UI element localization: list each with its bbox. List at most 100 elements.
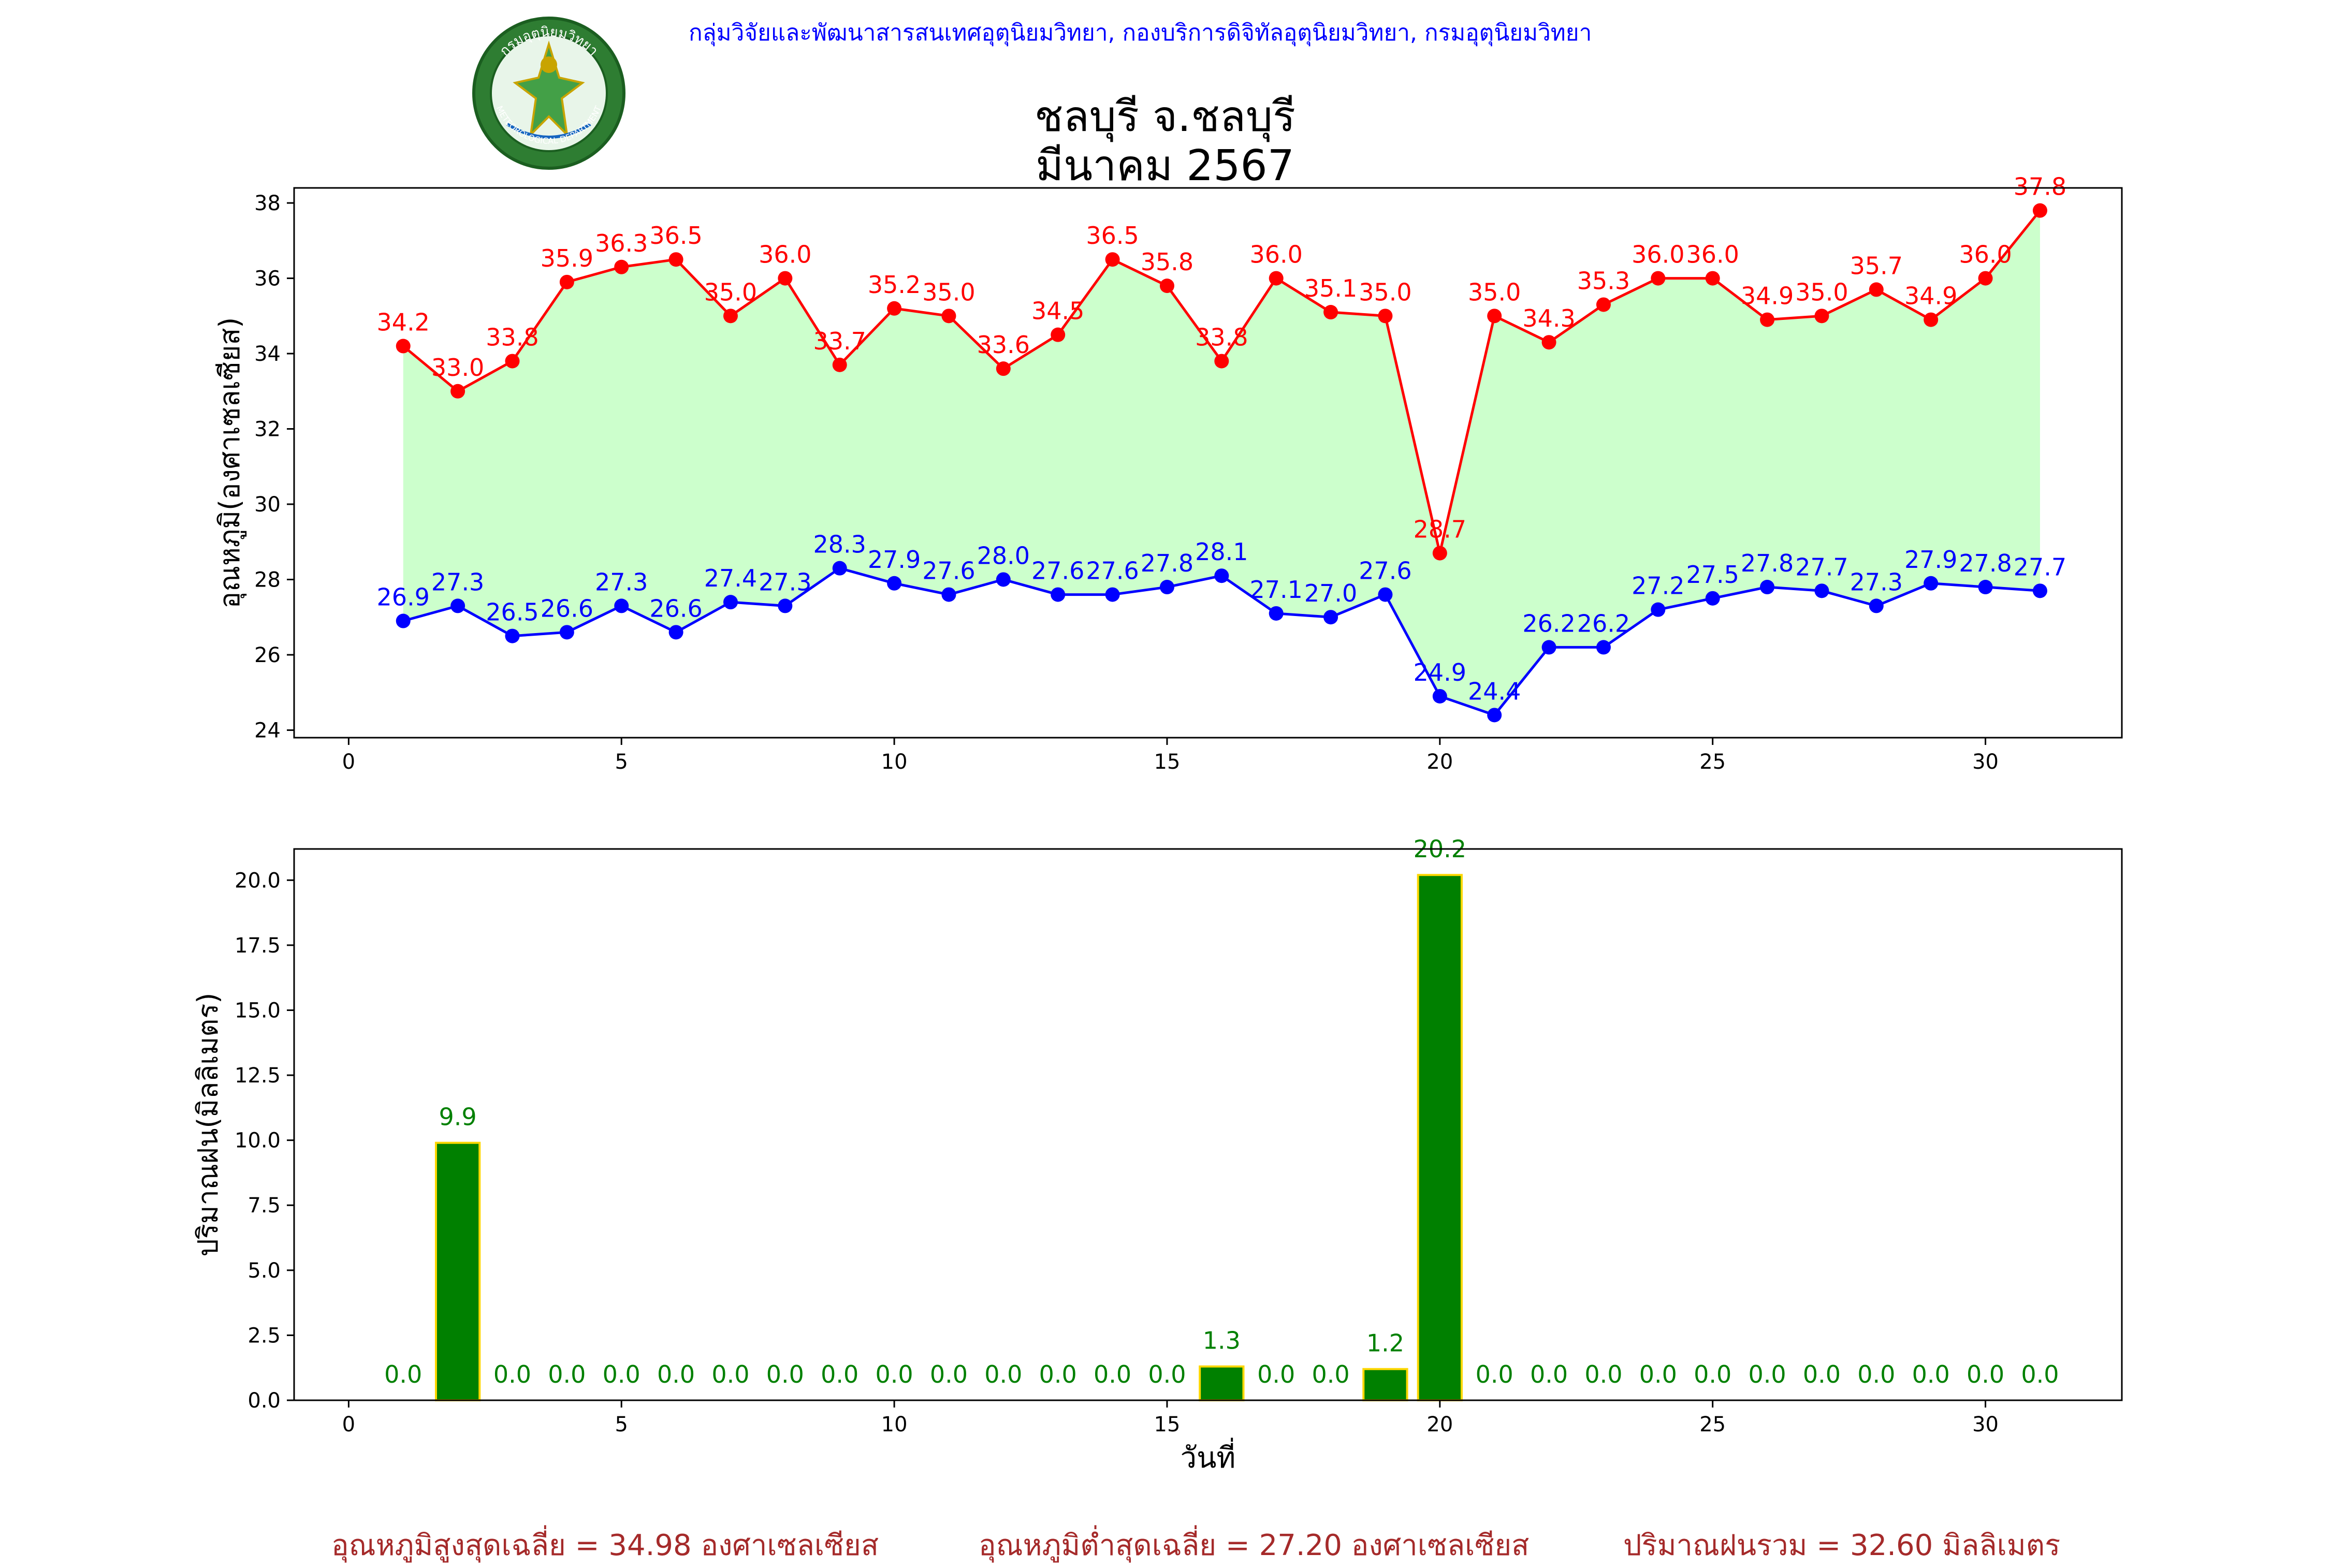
rainfall-plot-frame <box>293 848 2123 1401</box>
min-temp-point <box>1051 587 1066 602</box>
rainfall-chart: 0.0 9.9 0.0 0.0 0.0 0.0 0.0 0.0 0.0 0.0 0.0 0.0 0.0 0… <box>192 835 2123 1475</box>
x-tick-label: 5 <box>615 750 628 774</box>
min-temp-label: 27.3 <box>595 568 648 596</box>
min-temp-point <box>1978 580 1993 595</box>
x-tick-label: 20 <box>1426 750 1453 774</box>
min-temp-point <box>1105 587 1120 602</box>
min-temp-point <box>996 572 1011 587</box>
temperature-plot-frame <box>293 187 2123 739</box>
max-temp-point <box>396 339 411 354</box>
max-temp-point <box>1596 297 1611 312</box>
x-tick-label: 25 <box>1699 750 1726 774</box>
min-temp-point <box>1378 587 1393 602</box>
min-temp-label: 27.4 <box>704 564 757 592</box>
chart-title-station: ชลบุรี จ.ชลบุรี <box>1034 92 1296 141</box>
min-temp-label: 26.5 <box>486 598 538 626</box>
max-temp-label: 33.8 <box>486 324 538 351</box>
max-temp-point <box>1869 282 1884 297</box>
max-temp-label: 33.8 <box>1195 324 1248 351</box>
rainfall-axis-label: ปริมาณฝน(มิลลิเมตร) <box>192 993 224 1257</box>
min-temp-label: 27.1 <box>1250 576 1303 604</box>
max-temp-label: 35.0 <box>704 278 757 306</box>
y-tick-label: 12.5 <box>235 1064 281 1088</box>
y-tick-label: 15.0 <box>235 999 281 1022</box>
meteorological-department-logo: กรมอุตุนิยมวิทยา METEOROLOGICAL DEPARTME… <box>472 17 625 170</box>
max-temp-label: 35.0 <box>1359 278 1411 306</box>
max-temp-point <box>1760 312 1775 327</box>
rain-label: 0.0 <box>548 1360 586 1388</box>
min-temp-point <box>505 628 520 643</box>
rain-bar <box>1417 874 1463 1401</box>
max-temp-label: 34.3 <box>1522 304 1575 332</box>
min-temp-label: 26.2 <box>1577 609 1630 637</box>
rain-label: 0.0 <box>603 1360 640 1388</box>
min-temp-point <box>723 595 738 610</box>
max-temp-label: 35.0 <box>1795 278 1848 306</box>
min-temp-label: 26.6 <box>541 594 593 622</box>
min-temp-point <box>2032 583 2047 598</box>
min-temp-point <box>1269 606 1284 621</box>
rain-label: 0.0 <box>821 1360 858 1388</box>
max-temp-point <box>1978 271 1993 286</box>
rain-label: 0.0 <box>1857 1360 1895 1388</box>
x-tick-label: 15 <box>1154 1413 1181 1437</box>
x-tick-label: 0 <box>342 750 355 774</box>
y-tick-label: 30 <box>254 493 281 517</box>
max-temp-point <box>832 357 847 372</box>
temperature-range-fill <box>403 210 2040 715</box>
min-temp-point <box>668 625 683 640</box>
max-temp-label: 35.9 <box>541 244 593 272</box>
max-temp-point <box>1705 271 1720 286</box>
min-temp-point <box>1596 640 1611 655</box>
max-temp-label: 37.8 <box>2014 173 2066 201</box>
max-temp-point <box>1651 271 1666 286</box>
max-temp-point <box>1814 309 1829 324</box>
rain-label: 0.0 <box>876 1360 913 1388</box>
min-temp-point <box>396 613 411 628</box>
y-tick-label: 34 <box>254 342 281 366</box>
x-tick-label: 30 <box>1972 1413 1999 1437</box>
x-tick-label: 5 <box>615 1413 628 1437</box>
rain-bar <box>434 1141 481 1401</box>
x-tick-label: 15 <box>1154 750 1181 774</box>
max-temp-label: 35.3 <box>1577 267 1630 295</box>
min-temp-label: 27.6 <box>1359 557 1411 585</box>
max-temp-label: 35.8 <box>1141 248 1193 276</box>
min-temp-label: 24.4 <box>1468 677 1521 705</box>
min-temp-label: 27.6 <box>1086 557 1139 585</box>
max-temp-label: 36.0 <box>1250 241 1303 269</box>
x-tick-label: 30 <box>1972 750 1999 774</box>
temperature-chart: 34.2 26.9 33.0 27.3 33.8 26.5 35.9 26.6 36.3 27.3… <box>213 173 2123 774</box>
max-temp-point <box>941 309 956 324</box>
rain-label: 0.0 <box>1803 1360 1841 1388</box>
rain-label: 0.0 <box>493 1360 531 1388</box>
max-temp-label: 35.7 <box>1850 252 1903 280</box>
min-temp-label: 27.3 <box>431 568 484 596</box>
max-temp-label: 35.0 <box>922 278 975 306</box>
min-temp-point <box>450 598 465 613</box>
y-tick-label: 17.5 <box>235 934 281 958</box>
chart-title-month: มีนาคม 2567 <box>1036 141 1294 190</box>
rain-label: 0.0 <box>1967 1360 2004 1388</box>
max-temp-label: 36.0 <box>1959 241 2012 269</box>
max-temp-point <box>1323 305 1338 320</box>
max-temp-label: 34.9 <box>1741 282 1794 310</box>
min-temp-label: 27.3 <box>759 568 811 596</box>
max-temp-point <box>1541 335 1556 350</box>
min-temp-label: 27.6 <box>922 557 975 585</box>
credit-text: กลุ่มวิจัยและพัฒนาสารสนเทศอุตุนิยมวิทยา,… <box>689 20 1592 46</box>
rain-bar <box>1362 1368 1408 1402</box>
min-temp-point <box>941 587 956 602</box>
max-temp-label: 36.5 <box>649 222 702 250</box>
rain-label: 0.0 <box>657 1360 695 1388</box>
max-temp-label: 36.5 <box>1086 222 1139 250</box>
min-temp-point <box>778 598 793 613</box>
max-temp-label: 35.1 <box>1304 274 1357 302</box>
max-temp-point <box>778 271 793 286</box>
rain-label: 1.3 <box>1203 1327 1241 1355</box>
y-tick-label: 24 <box>254 719 281 742</box>
max-temp-label: 35.2 <box>868 271 921 299</box>
max-temp-label: 33.0 <box>431 354 484 382</box>
max-temp-point <box>450 384 465 399</box>
